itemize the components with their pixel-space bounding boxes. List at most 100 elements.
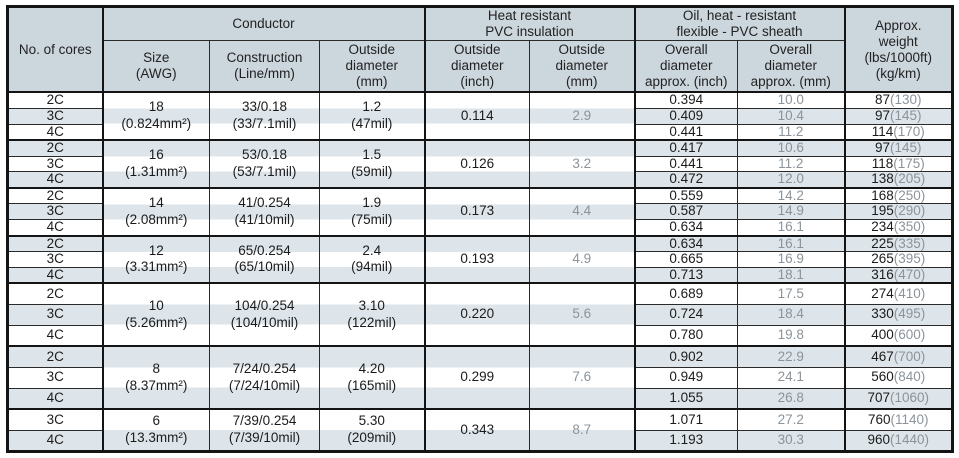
weight-cell: 467(700) xyxy=(843,345,954,368)
weight-lbs: 274 xyxy=(871,285,894,301)
conductor-od-cell: 2.4 (94mil) xyxy=(318,234,426,284)
cores-cell: 2C xyxy=(7,282,103,305)
weight-kg-paren: (1060) xyxy=(890,390,930,406)
header-conductor-group: Conductor xyxy=(101,6,426,41)
cores-cell: 4C xyxy=(7,218,103,237)
overall-mm-cell: 18.1 xyxy=(737,266,846,284)
cores-cell: 3C xyxy=(7,155,103,173)
weight-cell: 195(290) xyxy=(843,203,954,220)
conductor-od-cell: 1.5 (59mil) xyxy=(318,139,426,189)
size-cell: 14 (2.08mm²) xyxy=(101,186,210,237)
cores-cell: 4C xyxy=(7,171,103,189)
overall-mm-cell: 16.1 xyxy=(737,218,846,237)
weight-lbs: 265 xyxy=(871,251,894,267)
weight-kg-paren: (205) xyxy=(893,171,926,187)
weight-cell: 400(600) xyxy=(843,324,954,347)
overall-mm-cell: 14.9 xyxy=(737,203,846,220)
weight-cell: 138(205) xyxy=(843,171,954,189)
header-approx-weight: Approx. weight (lbs/1000ft) (kg/km) xyxy=(843,6,954,93)
weight-cell: 560(840) xyxy=(843,366,954,389)
insulation-mm-cell: 3.2 xyxy=(529,139,636,189)
weight-cell: 97(145) xyxy=(843,139,954,157)
table-row: 4C 0.634 16.1 234(350) xyxy=(7,218,954,237)
table-row: 2C 14 (2.08mm²) 41/0.254 (41/10mil) 1.9 (75… xyxy=(7,186,954,237)
overall-inch-cell: 0.441 xyxy=(633,155,739,173)
insulation-mm-cell: 4.4 xyxy=(529,186,636,237)
cores-cell: 4C xyxy=(7,266,103,284)
insulation-mm-cell: 2.9 xyxy=(529,91,636,141)
construction-cell: 104/0.254 (104/10mil) xyxy=(209,282,320,347)
size-cell: 6 (13.3mm²) xyxy=(101,408,210,452)
overall-inch-cell: 0.724 xyxy=(633,303,739,326)
weight-cell: 707(1060) xyxy=(843,387,954,410)
weight-cell: 114(170) xyxy=(843,123,954,141)
weight-cell: 274(410) xyxy=(843,282,954,305)
size-cell: 10 (5.26mm²) xyxy=(101,282,210,347)
weight-kg-paren: (470) xyxy=(893,267,926,282)
overall-mm-cell: 19.8 xyxy=(737,324,846,347)
cores-cell: 2C xyxy=(7,91,103,109)
cores-cell: 3C xyxy=(7,107,103,125)
weight-kg-paren: (700) xyxy=(893,348,926,364)
weight-kg-paren: (145) xyxy=(890,140,922,156)
table-row: 3C 0.724 18.4 330(495) xyxy=(7,303,954,326)
weight-lbs: 225 xyxy=(871,235,894,251)
overall-inch-cell: 0.417 xyxy=(633,139,739,157)
overall-mm-cell: 14.2 xyxy=(737,186,846,205)
weight-kg-paren: (145) xyxy=(890,108,922,123)
conductor-od-cell: 4.20 (165mil) xyxy=(318,345,426,410)
insulation-mm-cell: 4.9 xyxy=(529,234,636,284)
weight-cell: 330(495) xyxy=(843,303,954,326)
size-cell: 8 (8.37mm²) xyxy=(101,345,210,410)
weight-cell: 265(395) xyxy=(843,251,954,268)
overall-inch-cell: 0.634 xyxy=(633,234,739,253)
overall-inch-cell: 0.472 xyxy=(633,171,739,189)
weight-kg-paren: (1440) xyxy=(890,431,930,447)
weight-kg-paren: (250) xyxy=(893,187,926,203)
insulation-mm-cell: 7.6 xyxy=(529,345,636,410)
weight-kg-paren: (290) xyxy=(893,203,926,219)
weight-lbs: 960 xyxy=(867,431,891,447)
header-conductor-od-mm: Outside diameter (mm) xyxy=(318,39,426,94)
header-insulation-od-inch: Outside diameter (inch) xyxy=(423,39,531,94)
weight-lbs: 707 xyxy=(867,390,891,406)
table-row: 2C 16 (1.31mm²) 53/0.18 (53/7.1mil) 1.5 (59… xyxy=(7,139,954,189)
insulation-inch-cell: 0.220 xyxy=(423,282,531,347)
weight-lbs: 138 xyxy=(871,171,894,187)
conductor-od-cell: 1.2 (47mil) xyxy=(318,91,426,141)
overall-mm-cell: 10.4 xyxy=(737,107,846,125)
insulation-inch-cell: 0.126 xyxy=(423,139,531,189)
weight-cell: 168(250) xyxy=(843,186,954,205)
cores-cell: 3C xyxy=(7,303,103,326)
cores-cell: 2C xyxy=(7,139,103,157)
table-body: 2C 18 (0.824mm²) 33/0.18 (33/7.1mil) 1.2 (4… xyxy=(7,91,954,452)
size-cell: 12 (3.31mm²) xyxy=(101,234,210,284)
insulation-inch-cell: 0.193 xyxy=(423,234,531,284)
weight-lbs: 87 xyxy=(874,92,891,108)
construction-cell: 53/0.18 (53/7.1mil) xyxy=(209,139,320,189)
overall-inch-cell: 0.949 xyxy=(633,366,739,389)
overall-mm-cell: 17.5 xyxy=(737,282,846,305)
weight-cell: 87(130) xyxy=(843,91,954,109)
overall-inch-cell: 0.780 xyxy=(633,324,739,347)
overall-inch-cell: 0.409 xyxy=(633,107,739,125)
weight-lbs: 330 xyxy=(871,306,894,322)
cores-cell: 3C xyxy=(7,251,103,268)
overall-mm-cell: 18.4 xyxy=(737,303,846,326)
header-overall-dia-mm: Overall diameter approx. (mm) xyxy=(737,39,846,94)
overall-mm-cell: 30.3 xyxy=(737,429,846,452)
overall-inch-cell: 1.193 xyxy=(633,429,739,452)
weight-lbs: 234 xyxy=(871,219,894,234)
weight-lbs: 467 xyxy=(871,348,894,364)
overall-mm-cell: 22.9 xyxy=(737,345,846,368)
construction-cell: 7/24/0.254 (7/24/10mil) xyxy=(209,345,320,410)
header-insulation-od-mm: Outside diameter (mm) xyxy=(529,39,636,94)
overall-mm-cell: 11.2 xyxy=(737,123,846,141)
weight-lbs: 400 xyxy=(871,327,894,343)
overall-inch-cell: 0.634 xyxy=(633,218,739,237)
insulation-mm-cell: 8.7 xyxy=(529,408,636,452)
weight-kg-paren: (1140) xyxy=(890,411,929,427)
overall-inch-cell: 0.441 xyxy=(633,123,739,141)
overall-mm-cell: 11.2 xyxy=(737,155,846,173)
header-sheath-group: Oil, heat - resistant flexible - PVC she… xyxy=(633,6,846,41)
